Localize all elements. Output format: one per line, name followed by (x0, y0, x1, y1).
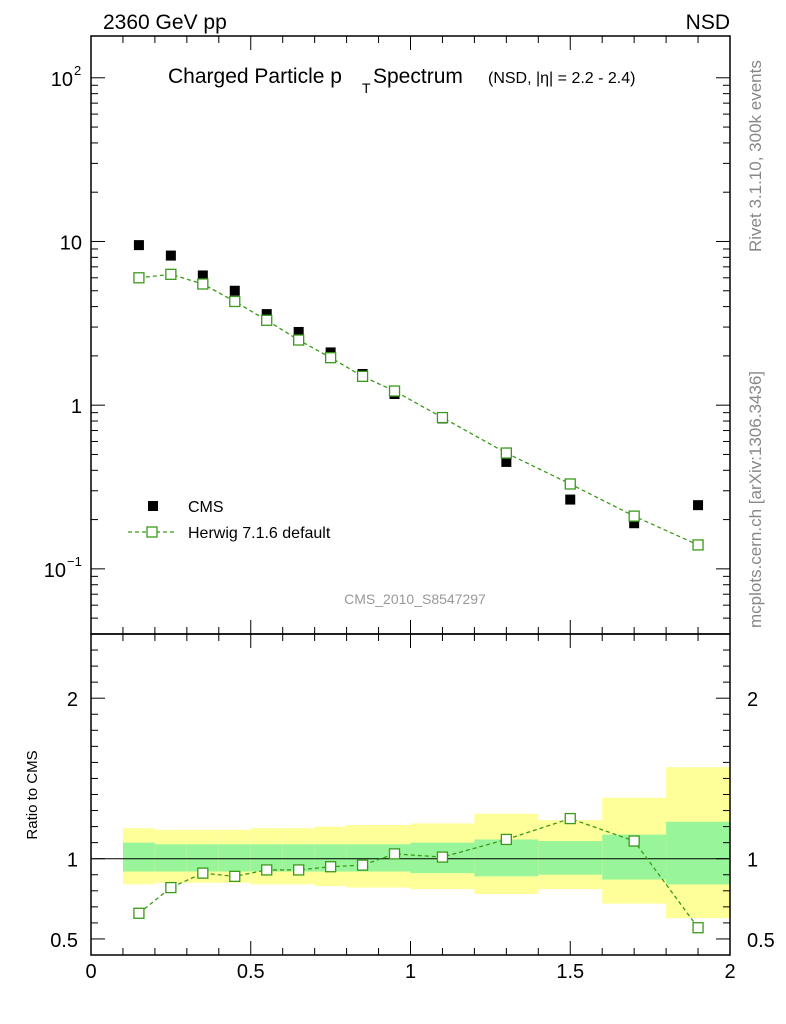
plot-title: Charged Particle p T Spectrum (NSD, |η| … (168, 65, 635, 96)
data-point (165, 250, 176, 261)
data-point (293, 326, 304, 337)
mc-point (628, 510, 640, 522)
ratio-mc-point (388, 848, 401, 860)
data-point (133, 240, 144, 251)
title-main: Charged Particle p (168, 65, 342, 88)
mc-point (229, 295, 241, 308)
mc-point (165, 268, 177, 280)
ratio-frame (90, 633, 731, 956)
ratio-mc-line (138, 817, 699, 929)
x-tick-label: 1 (405, 961, 416, 983)
mc-point (293, 334, 305, 346)
main-y-tick-exp: 2 (74, 63, 81, 78)
x-tick-label: 1.5 (556, 961, 584, 983)
ratio-y-tick-label-right: 2 (747, 689, 758, 711)
ratio-mc-point (356, 859, 369, 871)
title-main-rest: Spectrum (373, 65, 463, 88)
mc-point (261, 314, 273, 326)
ratio-mc-point (261, 864, 273, 876)
mc-point (356, 370, 369, 382)
ratio-panel: 0 0.5 1 1.5 2 2 2 1 1 0.5 0.5 (50, 633, 775, 983)
data-point (693, 500, 704, 511)
main-y-tick-base: 10 (51, 69, 73, 91)
ratio-y-tick-label-left: 0.5 (50, 930, 78, 952)
main-y-tick-label: 10 (60, 232, 82, 254)
rivet-label: Rivet 3.1.10, 300k events (746, 60, 765, 252)
ratio-band-inner (122, 842, 155, 872)
header-right: NSD (686, 11, 730, 34)
legend-mc-marker (146, 526, 158, 538)
x-tick-label: 2 (724, 961, 735, 983)
ratio-mc-point (692, 922, 704, 934)
ratio-mc-point (133, 907, 145, 919)
x-tick-label: 0 (85, 961, 96, 983)
mc-point (436, 411, 449, 424)
ratio-mc-point (293, 864, 305, 876)
legend: CMS Herwig 7.1.6 default (128, 499, 331, 542)
ratio-y-tick-label-right: 1 (747, 850, 758, 872)
mc-point (388, 385, 401, 397)
ratio-y-tick-label-left: 2 (67, 689, 78, 711)
ratio-band-inner (474, 839, 539, 877)
data-point (629, 518, 640, 529)
mc-point (500, 447, 513, 459)
ratio-y-axis-label: Ratio to CMS (24, 750, 41, 839)
main-y-tick-base: 10 (44, 560, 66, 582)
ratio-y-tick-label-right: 0.5 (747, 930, 775, 952)
main-y-tick-base: 10 (60, 232, 82, 254)
data-point (501, 456, 512, 467)
mc-point (133, 272, 145, 284)
ratio-mc-point (436, 851, 449, 863)
data-point (197, 270, 208, 281)
data-point (565, 494, 576, 505)
ratio-mc-point (500, 833, 513, 846)
legend-data-marker (148, 501, 158, 511)
ratio-mc-point (165, 881, 177, 894)
mcplots-label: mcplots.cern.ch [arXiv:1306.3436] (746, 371, 765, 628)
ratio-mc-point (324, 861, 337, 873)
analysis-id: CMS_2010_S8547297 (344, 591, 486, 607)
main-y-tick-label: 10 2 (51, 63, 81, 91)
main-y-tick-base: 1 (71, 396, 82, 418)
ratio-band-inner (154, 844, 187, 872)
legend-mc-label: Herwig 7.1.6 default (188, 525, 331, 542)
ratio-band-inner (186, 844, 219, 872)
data-point (229, 285, 240, 296)
main-y-tick-label: 10 −1 (44, 554, 82, 582)
ratio-y-tick-label-left: 1 (67, 850, 78, 872)
main-y-tick-exp: −1 (67, 554, 82, 569)
ratio-mc-point (229, 870, 241, 883)
mc-point (324, 352, 337, 364)
mc-point (692, 539, 704, 551)
ratio-band-inner (218, 844, 251, 872)
mc-point (564, 478, 576, 490)
main-y-tick-label: 1 (71, 396, 82, 418)
title-small: (NSD, |η| = 2.2 - 2.4) (488, 70, 635, 87)
legend-data-label: CMS (188, 499, 224, 516)
ratio-mc-point (628, 835, 640, 847)
ratio-mc-point (564, 812, 576, 825)
title-subscript: T (362, 80, 371, 96)
ratio-band-inner (538, 841, 603, 875)
mc-point (197, 278, 209, 290)
header-left: 2360 GeV pp (103, 11, 227, 34)
main-frame (90, 35, 731, 635)
ratio-band-inner (666, 821, 730, 885)
x-tick-label: 0.5 (237, 961, 265, 983)
data-point (261, 309, 272, 320)
ratio-mc-point (197, 867, 209, 879)
